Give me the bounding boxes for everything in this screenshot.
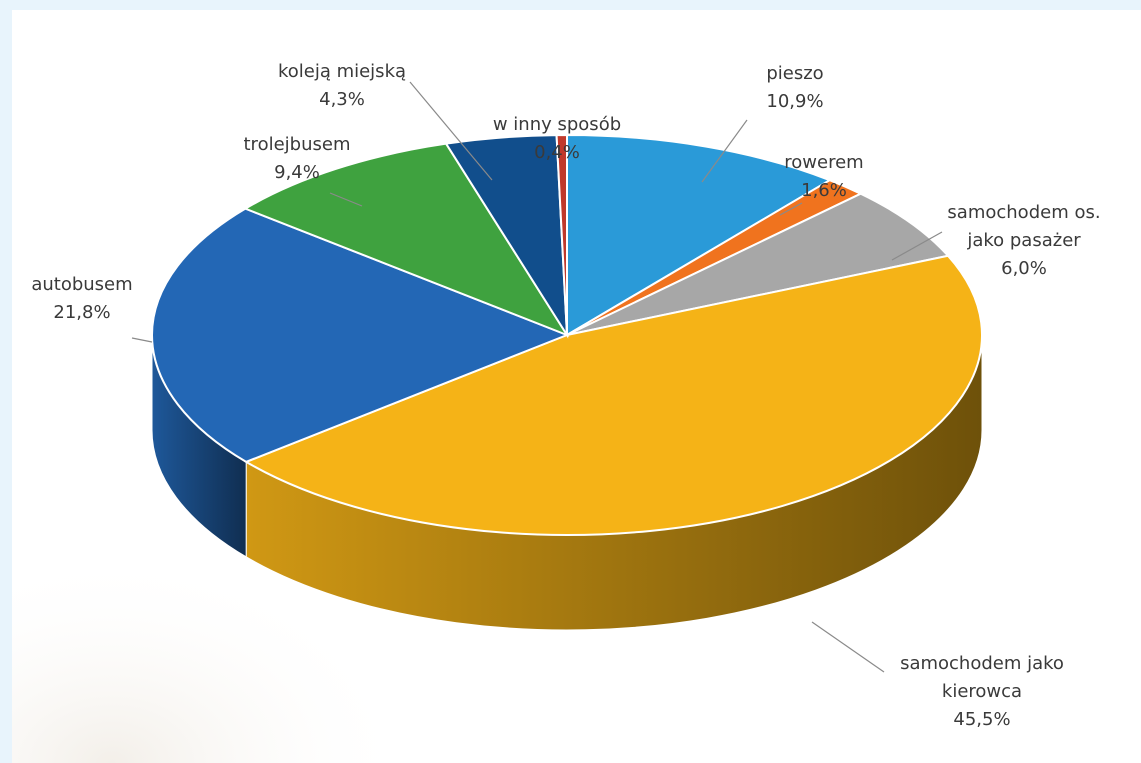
category-label-samochodem-jako: kierowca (942, 681, 1022, 702)
slice-labels: pieszo 10,9% rowerem 1,6% samochodem os. jako… (31, 61, 1100, 730)
category-label-autobusem: autobusem (31, 274, 132, 295)
pie-slice-samochodem-jako (243, 254, 983, 536)
category-label-pieszo: pieszo (766, 63, 823, 84)
leader-line-autobusem (131, 337, 153, 343)
pie-slice-autobusem (151, 207, 570, 463)
pie-slice-pieszo (566, 133, 833, 337)
leader-line-samochodem-jako (811, 621, 885, 673)
category-label-rowerem: rowerem (784, 152, 863, 173)
value-label-rowerem: 1,6% (801, 180, 847, 201)
value-label-autobusem: 21,8% (53, 302, 110, 323)
leader-line-rowerem (779, 202, 803, 216)
pie-slice-w-inny-sposo-b (555, 133, 568, 336)
leader-line-trolejbusem (329, 192, 363, 207)
category-label-samochodem-os: jako pasażer (966, 230, 1081, 251)
value-label-koleja-miejska: 4,3% (319, 89, 365, 110)
value-label-trolejbusem: 9,4% (274, 162, 320, 183)
value-label-samochodem-os: 6,0% (1001, 258, 1047, 279)
pie-tops (151, 133, 983, 536)
pie-slice-trolejbusem (243, 142, 570, 338)
value-label-pieszo: 10,9% (766, 91, 823, 112)
leader-line-koleja-miejska (409, 81, 493, 181)
leader-lines (131, 81, 943, 673)
pie-slice-samochodem-os (566, 192, 950, 336)
leader-line-samochodem-os (891, 231, 943, 261)
pie-chart: pieszo 10,9% rowerem 1,6% samochodem os. jako… (12, 61, 1101, 763)
category-label-samochodem-os: samochodem os. (947, 202, 1100, 223)
leader-line-pieszo (701, 119, 748, 183)
category-label-samochodem-jako: samochodem jako (900, 653, 1064, 674)
value-label-samochodem-jako: 45,5% (953, 709, 1010, 730)
category-label-koleja-miejska: koleją miejską (278, 61, 406, 82)
category-label-w-inny-sposo-b: w inny sposób (493, 114, 621, 135)
chart-frame: pieszo 10,9% rowerem 1,6% samochodem os. jako… (12, 10, 1141, 763)
category-label-trolejbusem: trolejbusem (244, 134, 351, 155)
value-label-w-inny-sposo-b: 0,4% (534, 142, 580, 163)
